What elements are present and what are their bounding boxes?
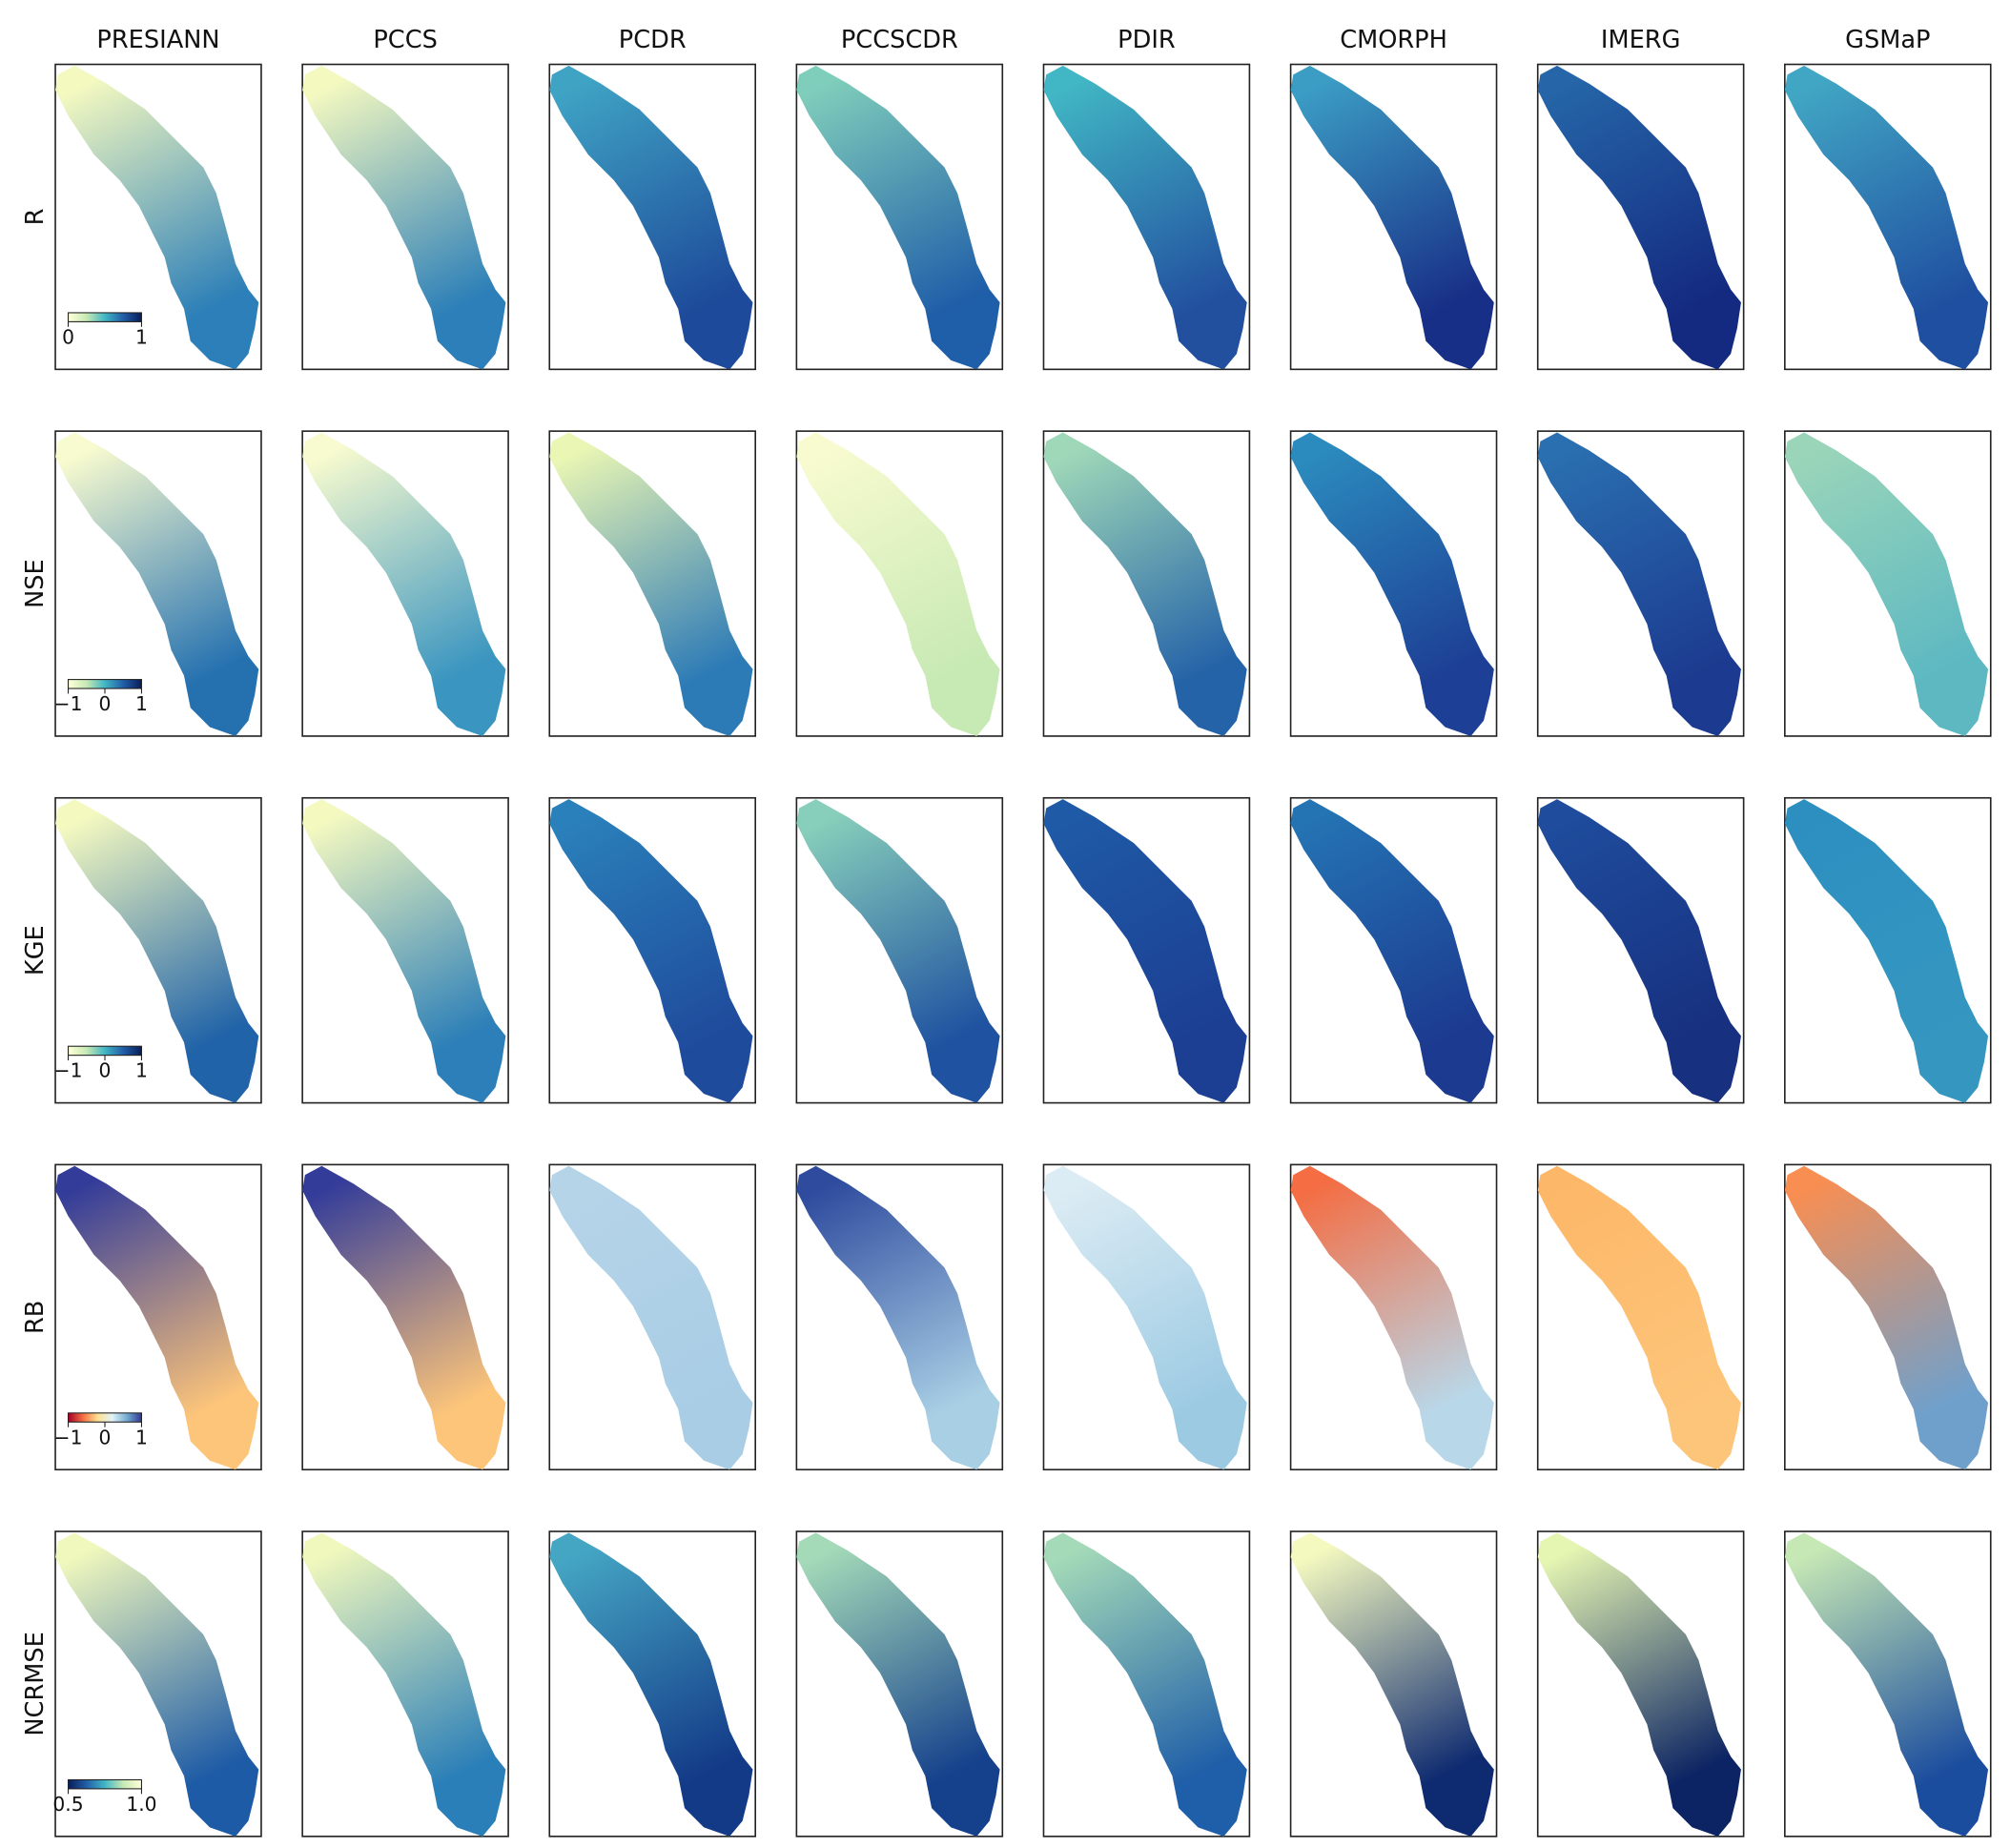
colorbar	[67, 312, 142, 322]
colorbar-tick-label: −1	[54, 1059, 83, 1082]
basin-map	[1290, 1165, 1494, 1470]
row-label: KGE	[21, 925, 50, 975]
basin-map	[796, 65, 1000, 370]
colorbar-tick-label: 1	[135, 1426, 148, 1448]
basin-map	[549, 65, 753, 370]
basin-map	[549, 799, 753, 1103]
basin-map	[796, 1532, 1000, 1837]
column-header: PDIR	[1118, 26, 1176, 54]
basin-map	[549, 432, 753, 736]
basin-map	[1537, 65, 1741, 370]
basin-map	[1537, 1532, 1741, 1837]
column-header: PCCS	[373, 26, 438, 54]
colorbar	[67, 1412, 142, 1423]
basin-map	[1043, 65, 1247, 370]
basin-map	[1784, 1165, 1989, 1470]
basin-map	[1784, 799, 1989, 1103]
row-label: NCRMSE	[21, 1632, 50, 1735]
colorbar-tick-label: −1	[54, 1426, 83, 1448]
basin-map	[1537, 1165, 1741, 1470]
column-header: GSMaP	[1845, 26, 1930, 54]
basin-map	[302, 1532, 506, 1837]
basin-map	[1537, 799, 1741, 1103]
colorbar	[67, 679, 142, 689]
row-label: RB	[21, 1301, 50, 1334]
colorbar-tick-label: 1	[135, 692, 148, 715]
basin-map	[796, 432, 1000, 736]
basin-map	[55, 1532, 259, 1837]
basin-map	[549, 1532, 753, 1837]
basin-map	[1043, 1165, 1247, 1470]
row-label: R	[21, 208, 50, 225]
basin-map	[302, 799, 506, 1103]
basin-map	[1043, 1532, 1247, 1837]
colorbar	[67, 1045, 142, 1057]
row-label: NSE	[21, 559, 50, 608]
column-header: PCCSCDR	[841, 26, 958, 54]
colorbar-tick-label: 1	[135, 325, 148, 348]
basin-map	[1043, 432, 1247, 736]
basin-map	[796, 799, 1000, 1103]
basin-map	[302, 1165, 506, 1470]
basin-map	[796, 1165, 1000, 1470]
colorbar-tick-label: 1	[135, 1059, 148, 1082]
colorbar-tick-label: 0	[99, 1426, 112, 1448]
basin-map	[55, 1165, 259, 1470]
column-header: PCDR	[619, 26, 687, 54]
basin-map	[1290, 799, 1494, 1103]
colorbar-tick-label: 0	[99, 692, 112, 715]
basin-map	[1784, 432, 1989, 736]
basin-map	[1290, 1532, 1494, 1837]
basin-map	[55, 432, 259, 736]
basin-map	[1290, 432, 1494, 736]
basin-map	[1537, 432, 1741, 736]
basin-map	[549, 1165, 753, 1470]
column-header: CMORPH	[1340, 26, 1447, 54]
column-header: IMERG	[1601, 26, 1681, 54]
basin-map	[302, 65, 506, 370]
colorbar-tick-label: −1	[54, 692, 83, 715]
basin-map	[302, 432, 506, 736]
colorbar-tick-label: 0	[62, 325, 74, 348]
colorbar-tick-label: 1.0	[126, 1793, 156, 1816]
basin-map	[1290, 65, 1494, 370]
basin-map	[55, 65, 259, 370]
basin-map	[1043, 799, 1247, 1103]
basin-map	[1784, 1532, 1989, 1837]
colorbar	[67, 1778, 142, 1790]
basin-map	[1784, 65, 1989, 370]
column-header: PRESIANN	[96, 26, 219, 54]
colorbar-tick-label: 0	[99, 1059, 112, 1082]
colorbar-tick-label: 0.5	[52, 1793, 83, 1816]
basin-map	[55, 799, 259, 1103]
